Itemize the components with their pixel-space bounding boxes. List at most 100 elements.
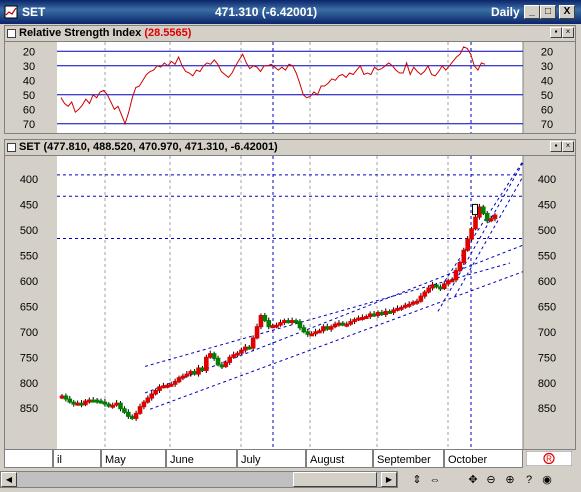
candle-body (110, 404, 116, 408)
candle-body (215, 357, 221, 366)
panel-menu-icon[interactable] (7, 143, 16, 152)
candle-body (426, 287, 431, 293)
candle-body (313, 331, 318, 335)
candle-body (188, 371, 194, 375)
candle-body (79, 402, 84, 406)
candle-body (309, 333, 314, 337)
candle-body (301, 327, 307, 333)
zoom-out-icon[interactable]: ⊖ (486, 474, 496, 486)
move-icon[interactable]: ✥ (468, 474, 478, 486)
rsi-tick-label-left: 50 (23, 90, 35, 102)
candle-body (180, 375, 186, 379)
candle-body (172, 381, 178, 385)
chart-window-icon (4, 5, 18, 19)
candle-body (418, 295, 424, 302)
zoom-in-icon[interactable]: ⊕ (505, 474, 515, 486)
price-panel: SET (477.810, 488.520, 470.970, 471.310,… (4, 139, 576, 450)
candle-body (90, 399, 96, 403)
candle-body (383, 310, 389, 315)
hollow-candle-body (472, 203, 478, 216)
candle-body (395, 307, 400, 311)
candle-body (59, 395, 65, 399)
candle-body (266, 320, 272, 328)
panel-close-button[interactable]: × (562, 141, 574, 152)
candle-body (305, 331, 311, 335)
candle-body (285, 320, 291, 324)
panel-minimize-button[interactable]: ▪ (550, 27, 562, 38)
candle-body (484, 213, 490, 222)
candle-body (441, 283, 447, 289)
scroll-right-button[interactable]: ▶ (381, 472, 397, 487)
rsi-tick-label-left: 60 (23, 104, 35, 116)
candle-body (492, 214, 498, 220)
ohlc-readout: (477.810, 488.520, 470.970, 471.310, -6.… (43, 141, 278, 153)
candle-body (406, 303, 412, 307)
price-readout: 471.310 (-6.42001) (215, 5, 318, 19)
candle-body (94, 399, 100, 403)
candle-body (375, 311, 381, 316)
candle-body (434, 284, 439, 288)
month-label: October (448, 454, 487, 466)
price-panel-name: SET (477.810, 488.520, 470.970, 471.310,… (19, 141, 278, 153)
candle-body (258, 314, 264, 328)
candle-body (340, 322, 346, 326)
minimize-button[interactable]: _ (524, 5, 540, 19)
candle-body (270, 325, 275, 329)
help-icon[interactable]: ? (525, 474, 533, 486)
brand-logo-icon: R (526, 451, 572, 466)
candle-body (223, 361, 229, 367)
candle-body (153, 389, 158, 395)
scroll-updown-icon[interactable]: ⇕ (412, 474, 422, 486)
candle-body (402, 304, 408, 308)
candle-body (161, 385, 166, 389)
candle-body (219, 364, 225, 368)
candle-body (422, 291, 428, 297)
rsi-current-value: (28.5565) (144, 27, 192, 39)
candle-body (367, 313, 373, 318)
price-tick-label-right: 400 (538, 174, 556, 186)
rsi-tick-label-right: 70 (541, 119, 553, 131)
close-button[interactable]: X (559, 5, 575, 19)
price-tick-label-right: 500 (538, 225, 556, 237)
candle-body (184, 373, 190, 377)
x-axis: il May June July August September October (4, 449, 523, 468)
candle-body (445, 280, 451, 285)
candle-body (328, 326, 334, 330)
scroll-horizontal-icon[interactable]: ⇔ (429, 474, 441, 486)
panel-close-button[interactable]: × (562, 27, 574, 38)
candle-body (71, 401, 77, 405)
scroll-thumb[interactable] (293, 472, 377, 487)
candle-body (480, 206, 486, 215)
panel-minimize-button[interactable]: ▪ (550, 141, 562, 152)
candle-body (211, 353, 217, 359)
rsi-tick-label-right: 20 (541, 46, 553, 58)
price-tick-label-left: 500 (20, 225, 38, 237)
candle-body (106, 403, 112, 407)
price-tick-label-left: 800 (20, 378, 38, 390)
candle-body (114, 402, 119, 406)
candle-body (391, 309, 396, 313)
candle-body (102, 401, 108, 405)
candle-body (63, 395, 69, 400)
price-plot[interactable]: 400 400 450 450 500 500 550 550 600 600 650 650 700 7… (5, 156, 575, 449)
candle-body (207, 353, 213, 358)
month-label: May (105, 454, 126, 466)
candle-body (83, 400, 88, 406)
settings-icon[interactable]: ◉ (542, 474, 552, 486)
panel-menu-icon[interactable] (7, 29, 16, 38)
candle-body (157, 386, 162, 391)
candle-body (414, 300, 420, 304)
maximize-button[interactable]: □ (540, 5, 556, 19)
price-tick-label-left: 650 (20, 301, 38, 313)
horizontal-scrollbar[interactable]: ◀ ▶ (0, 471, 398, 488)
candle-body (145, 397, 151, 403)
candle-body (438, 286, 443, 290)
candle-body (278, 322, 283, 326)
candle-body (449, 279, 455, 283)
rsi-plot[interactable]: 20 20 30 30 40 40 50 50 60 60 70 70 (5, 42, 575, 133)
rsi-tick-label-right: 60 (541, 104, 553, 116)
scroll-left-button[interactable]: ◀ (1, 472, 17, 487)
price-tick-label-right: 450 (538, 199, 556, 211)
trend-channel-line (437, 162, 524, 312)
rsi-tick-label-right: 30 (541, 61, 553, 73)
